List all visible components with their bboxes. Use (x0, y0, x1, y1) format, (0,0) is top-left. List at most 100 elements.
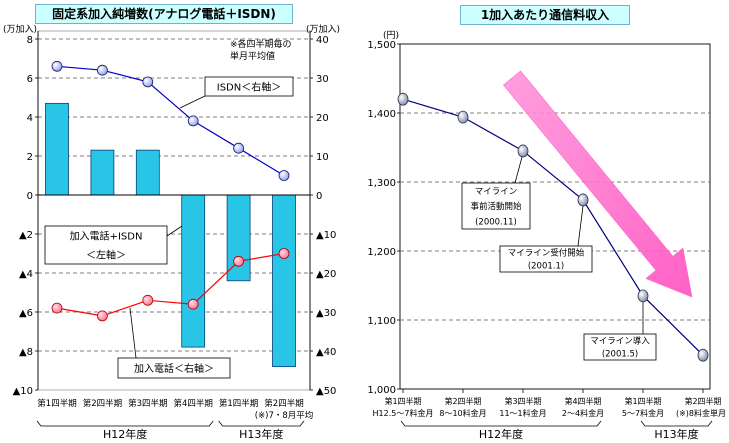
left-axis-tick-label: ▲6 (19, 308, 33, 319)
myline-annotation-text: (2000.11) (475, 218, 517, 228)
myline-annotation-leader (514, 156, 523, 184)
analog-point-6 (278, 248, 290, 259)
right-plot-area (399, 43, 711, 390)
revenue-line (402, 98, 704, 356)
right-x-billing-months: 8～10料金月 (439, 408, 486, 418)
right-x-billing-months: 11～1料金月 (499, 408, 546, 418)
myline-annotation-box (499, 245, 593, 273)
myline-annotation-text: (2001.5) (602, 350, 638, 360)
right-x-billing-months: H12.5～7料金月 (373, 408, 434, 418)
isdn-point-5 (233, 142, 245, 154)
analog-callout-text: 加入電話＜右軸＞ (134, 362, 214, 375)
left-fiscal-year-label: H13年度 (239, 427, 283, 441)
myline-annotation-leader (577, 205, 584, 247)
isdn-callout: ISDN＜右軸＞ (179, 76, 294, 109)
y-axis-tick-label: 1,500 (367, 40, 396, 51)
bar-total-5 (226, 194, 251, 282)
right-axis-tick-label: 30 (316, 74, 329, 85)
analog-point-4 (187, 298, 199, 310)
left-x-tick-label: 第1四半期 (219, 398, 258, 409)
left-axis-tick-label: ▲4 (19, 269, 33, 280)
left-fiscal-bracket (36, 420, 214, 427)
isdn-callout-text: ISDN＜右軸＞ (217, 80, 281, 93)
left-x-tick-label: 第1四半期 (37, 398, 76, 409)
myline-annotation-box (461, 182, 531, 230)
right-chart-title: 1加入あたり通信料収入 (460, 5, 630, 25)
y-axis-tick-label: 1,100 (367, 316, 396, 327)
right-axis-tick-label: ▲20 (316, 269, 336, 280)
right-axis-tick-label: ▲30 (316, 308, 336, 319)
right-fiscal-year-label: H12年度 (479, 427, 523, 441)
y-axis-unit: (円) (383, 30, 399, 41)
myline-annotation-text: マイライン導入 (590, 336, 650, 347)
isdn-line (56, 65, 285, 177)
total-callout-leader (166, 225, 183, 237)
right-axis-tick-label: 0 (316, 191, 322, 202)
downtrend-arrow (503, 70, 693, 298)
right-axis-tick-label: 20 (316, 113, 329, 124)
isdn-point-3 (142, 76, 154, 88)
total-callout-box (44, 225, 168, 265)
bar-total-6 (272, 194, 296, 368)
right-x-tick-label: 第3四半期 (504, 396, 541, 406)
isdn-callout-leader (179, 94, 208, 109)
revenue-point-6 (697, 348, 709, 362)
left-fiscal-bracket (218, 420, 305, 427)
isdn-point-4 (187, 115, 199, 127)
myline-annotation-text: (2001.1) (528, 262, 564, 272)
right-x-billing-months: 2～4料金月 (562, 408, 604, 418)
analog-point-3 (142, 294, 154, 306)
isdn-callout-box (204, 76, 294, 97)
y-axis-tick-label: 1,300 (367, 178, 396, 189)
y-axis-tick-label: 1,200 (367, 247, 396, 258)
left-axis-tick-label: ▲8 (19, 347, 33, 358)
left-axis-tick-label: 2 (27, 152, 33, 163)
revenue-point-5 (637, 289, 649, 303)
right-axis-tick-label: ▲10 (316, 230, 336, 241)
bar-total-2 (90, 149, 115, 196)
myline-annotation-text: 事前活動開始 (470, 201, 522, 212)
right-chart: 1,500 1,400 1,300 1,200 1,100 1,000 (円) マイライン事前… (367, 30, 726, 441)
analog-callout: 加入電話＜右軸＞ (117, 307, 231, 379)
total-callout-text: ＜左軸＞ (86, 248, 126, 261)
left-axis-tick-label: 4 (27, 113, 33, 124)
right-axis-unit: (万加入) (306, 24, 340, 35)
analog-point-1 (51, 302, 63, 314)
left-x-tick-label: 第2四半期 (83, 398, 122, 409)
chart-note: ※各四半期毎の (230, 38, 292, 50)
y-axis-tick-label: 1,400 (367, 109, 396, 120)
right-axis-tick-label: 10 (316, 152, 329, 163)
left-axis-tick-label: 6 (27, 74, 33, 85)
left-axis-tick-label: 8 (27, 35, 33, 46)
right-x-tick-label: 第1四半期 (624, 396, 661, 406)
right-fiscal-year-label: H13年度 (654, 427, 698, 441)
left-x-tick-label: 第2四半期 (264, 398, 303, 409)
right-x-tick-label: 第2四半期 (684, 396, 721, 406)
myline-annotation-text: マイライン受付開始 (508, 248, 585, 259)
total-callout-text: 加入電話+ISDN (70, 229, 143, 242)
myline-annotation-box (583, 333, 657, 361)
analog-callout-box (117, 357, 231, 379)
left-axis-tick-label: ▲10 (13, 386, 33, 397)
revenue-point-2 (457, 110, 469, 124)
bar-total-1 (45, 102, 69, 196)
left-x-tick-label: 第4四半期 (173, 398, 212, 409)
myline-annotation: マイライン受付開始 (2001.1) (499, 205, 593, 273)
left-axis-tick-label: ▲2 (19, 230, 33, 241)
isdn-point-2 (97, 64, 108, 76)
left-x-tick-label: 第3四半期 (128, 398, 167, 409)
analog-callout-leader (129, 307, 137, 359)
right-x-tick-label: 第2四半期 (444, 396, 481, 406)
left-chart: 86420▲2▲4▲6▲8▲10403020100▲10▲20▲30▲40▲50… (3, 24, 340, 441)
right-axis-tick-label: ▲40 (316, 347, 336, 358)
myline-annotation-text: マイライン (475, 187, 518, 197)
left-axis-unit: (万加入) (3, 24, 37, 35)
right-fiscal-bracket (640, 420, 713, 427)
left-fiscal-year-label: H12年度 (103, 427, 147, 441)
bar-total-3 (135, 149, 160, 196)
chart-note: 単月平均値 (230, 50, 275, 62)
right-fiscal-bracket (400, 420, 602, 427)
right-x-billing-months: 5～7料金月 (622, 408, 664, 418)
